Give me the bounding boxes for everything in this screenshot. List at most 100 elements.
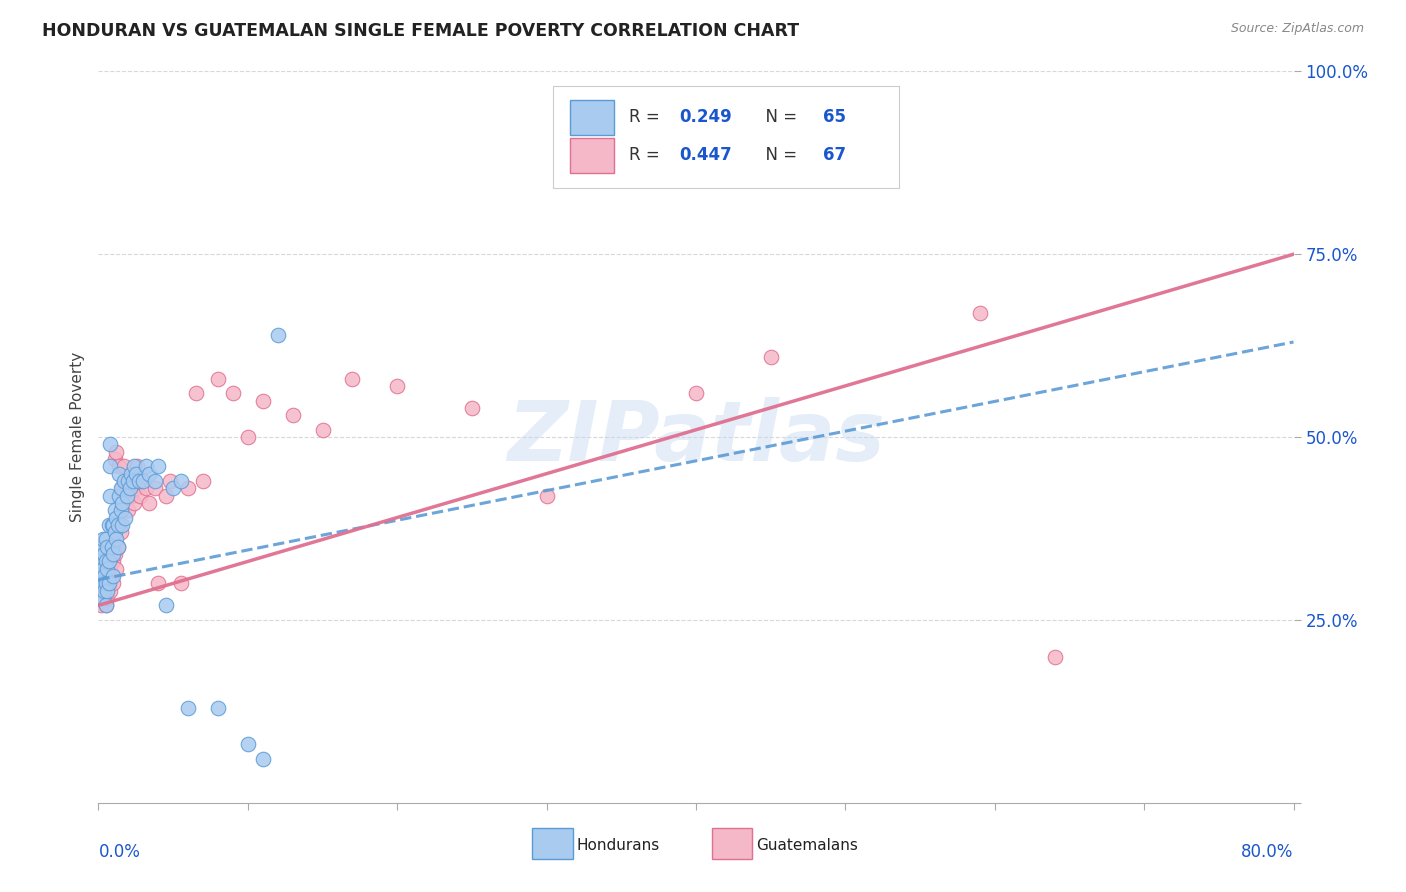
Point — [114, 510, 136, 524]
Point — [969, 306, 991, 320]
Point — [128, 474, 150, 488]
Point — [118, 481, 141, 495]
Point — [111, 496, 134, 510]
Text: 67: 67 — [823, 146, 846, 164]
Point — [101, 569, 124, 583]
Point — [94, 576, 117, 591]
Point — [90, 576, 112, 591]
Point — [107, 517, 129, 532]
Point — [103, 576, 125, 591]
Point — [159, 474, 181, 488]
Point — [207, 371, 229, 385]
Point — [110, 481, 132, 495]
Point — [91, 533, 114, 547]
Point — [207, 700, 229, 714]
FancyBboxPatch shape — [553, 86, 900, 188]
Y-axis label: Single Female Poverty: Single Female Poverty — [69, 352, 84, 522]
Point — [115, 489, 138, 503]
Text: 0.447: 0.447 — [679, 146, 733, 164]
Point — [91, 591, 114, 605]
Text: N =: N = — [755, 146, 801, 164]
Text: Hondurans: Hondurans — [576, 838, 659, 853]
Point — [103, 547, 125, 561]
Point — [184, 386, 207, 401]
Text: N =: N = — [755, 109, 801, 127]
Point — [101, 517, 124, 532]
Point — [110, 525, 132, 540]
Point — [97, 517, 120, 532]
Text: R =: R = — [628, 109, 665, 127]
Point — [97, 576, 120, 591]
Point — [118, 481, 141, 495]
Point — [1043, 649, 1066, 664]
Point — [112, 459, 135, 474]
Text: Source: ZipAtlas.com: Source: ZipAtlas.com — [1230, 22, 1364, 36]
Point — [536, 489, 558, 503]
Text: 65: 65 — [823, 109, 845, 127]
Point — [759, 350, 782, 364]
Text: 0.0%: 0.0% — [98, 843, 141, 861]
Point — [107, 540, 129, 554]
Point — [342, 371, 364, 385]
Point — [120, 489, 142, 503]
Point — [91, 569, 114, 583]
Point — [124, 496, 146, 510]
Point — [89, 569, 111, 583]
Point — [108, 467, 131, 481]
Text: R =: R = — [628, 146, 665, 164]
Point — [91, 562, 114, 576]
FancyBboxPatch shape — [533, 829, 572, 859]
Point — [117, 474, 139, 488]
Point — [111, 481, 134, 495]
Point — [267, 327, 290, 342]
Point — [98, 459, 122, 474]
Point — [91, 576, 114, 591]
FancyBboxPatch shape — [711, 829, 752, 859]
Point — [252, 393, 274, 408]
Point — [685, 386, 707, 401]
Point — [103, 554, 125, 568]
Point — [105, 533, 128, 547]
Text: Guatemalans: Guatemalans — [756, 838, 858, 853]
Point — [222, 386, 245, 401]
Point — [112, 474, 135, 488]
Point — [93, 562, 115, 576]
Text: 0.249: 0.249 — [679, 109, 733, 127]
Point — [117, 503, 139, 517]
Point — [132, 474, 155, 488]
Point — [90, 540, 112, 554]
Point — [98, 583, 122, 598]
Point — [93, 547, 115, 561]
Point — [104, 452, 127, 467]
Point — [108, 517, 131, 532]
Point — [90, 554, 112, 568]
Point — [281, 408, 304, 422]
Text: 80.0%: 80.0% — [1241, 843, 1294, 861]
Text: ZIPatlas: ZIPatlas — [508, 397, 884, 477]
Point — [132, 474, 155, 488]
Point — [101, 547, 124, 561]
Point — [98, 489, 122, 503]
Point — [108, 459, 131, 474]
Point — [94, 533, 117, 547]
Point — [236, 737, 259, 751]
Point — [90, 599, 112, 613]
Point — [104, 503, 127, 517]
Point — [115, 489, 138, 503]
Point — [97, 576, 120, 591]
Point — [121, 474, 143, 488]
Point — [114, 474, 136, 488]
Point — [105, 562, 128, 576]
Point — [89, 591, 111, 605]
Point — [90, 576, 112, 591]
Point — [97, 554, 120, 568]
Point — [103, 517, 125, 532]
Point — [93, 583, 115, 598]
Point — [385, 379, 409, 393]
Point — [94, 576, 117, 591]
Point — [108, 489, 131, 503]
Point — [96, 562, 118, 576]
Point — [169, 576, 191, 591]
Point — [177, 700, 200, 714]
Point — [111, 503, 134, 517]
